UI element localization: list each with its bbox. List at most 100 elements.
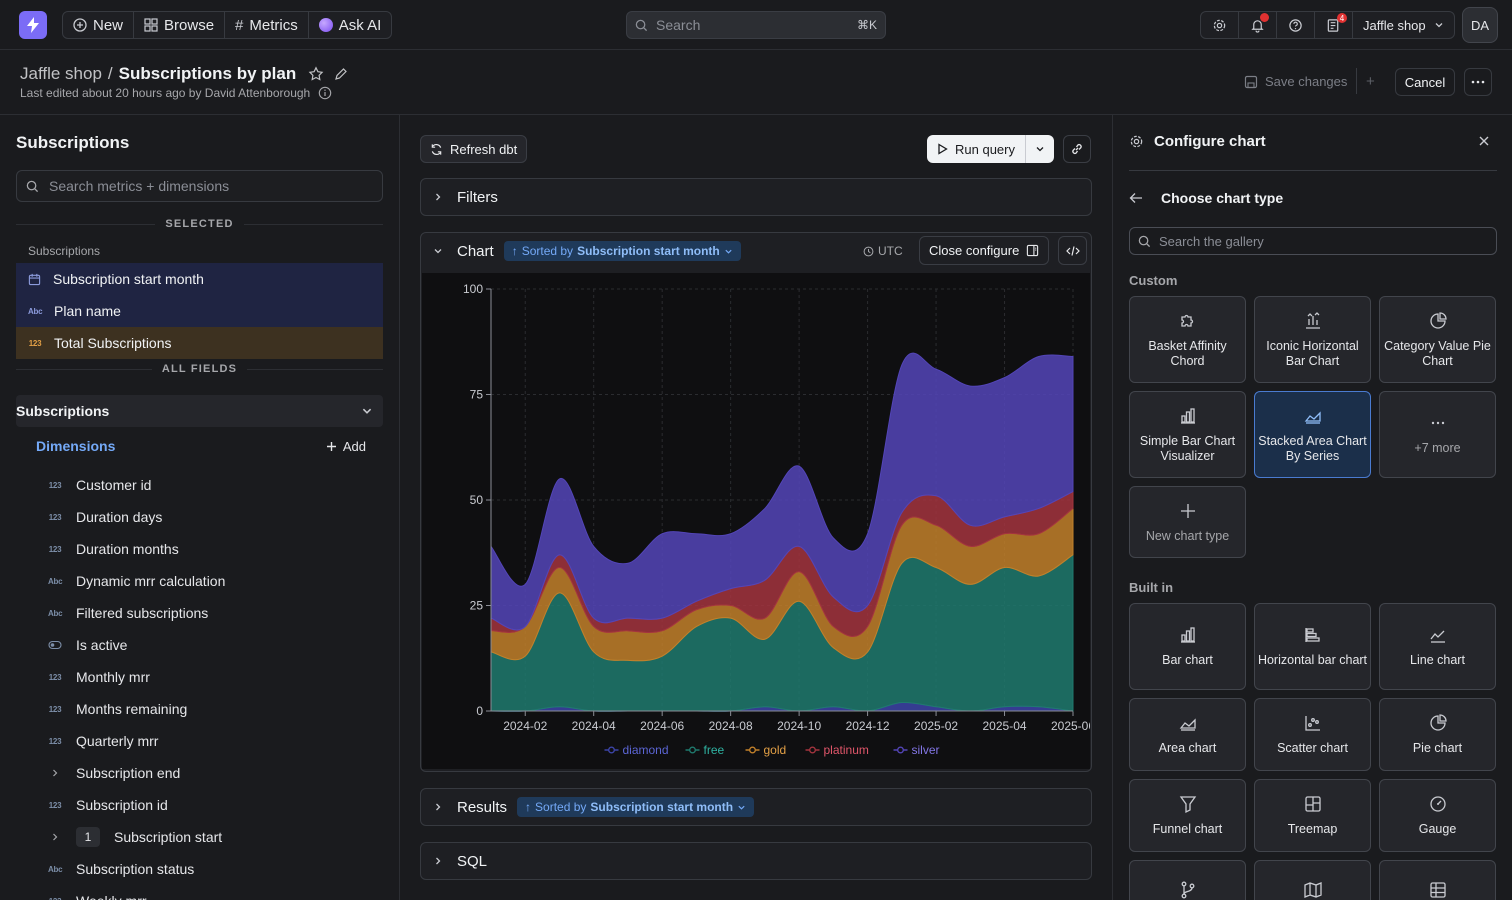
- chart-type-card[interactable]: Pie chart: [1379, 698, 1496, 771]
- chart-type-card[interactable]: Scatter chart: [1254, 698, 1371, 771]
- chart-type-card[interactable]: [1129, 860, 1246, 900]
- chart-type-card[interactable]: Iconic Horizontal Bar Chart: [1254, 296, 1371, 383]
- news-badge: 4: [1337, 13, 1347, 23]
- gear-icon: [1213, 19, 1226, 31]
- dimension-label: Duration months: [76, 541, 179, 557]
- chart-type-card[interactable]: Area chart: [1129, 698, 1246, 771]
- browse-label: Browse: [164, 16, 215, 34]
- table-group-subscriptions[interactable]: Subscriptions: [16, 395, 383, 427]
- stacked-area-chart[interactable]: 0 25 50 75 100 2024-02 2024-04 2024-06 2024-08 20…: [422, 273, 1090, 769]
- filters-header[interactable]: Filters: [421, 179, 1091, 215]
- dimension-item[interactable]: 1 Subscription start: [48, 821, 378, 853]
- app-logo-icon[interactable]: [19, 11, 47, 39]
- dimension-label: Weekly mrr: [76, 893, 147, 900]
- configure-chart-title: Configure chart: [1154, 133, 1266, 150]
- dimension-item[interactable]: Abc Subscription status: [48, 853, 378, 885]
- chart-type-card[interactable]: Basket Affinity Chord: [1129, 296, 1246, 383]
- ask-ai-button[interactable]: Ask AI: [309, 12, 392, 38]
- builtin-section-label: Built in: [1129, 580, 1174, 595]
- dimension-label: Subscription id: [76, 797, 168, 813]
- chart-type-card[interactable]: Gauge: [1379, 779, 1496, 852]
- chevron-down-icon: [738, 805, 745, 810]
- selected-field-subscription-start-month[interactable]: Subscription start month: [16, 263, 383, 295]
- dimension-item[interactable]: 123 Quarterly mrr: [48, 725, 378, 757]
- chart-type-card[interactable]: +7 more: [1379, 391, 1496, 478]
- global-search-input[interactable]: Search ⌘K: [626, 11, 886, 39]
- pie-icon: [1429, 714, 1447, 731]
- chart-type-card[interactable]: Horizontal bar chart: [1254, 603, 1371, 690]
- dimension-item[interactable]: Abc Dynamic mrr calculation: [48, 565, 378, 597]
- dimension-item[interactable]: Is active: [48, 629, 378, 661]
- cancel-button[interactable]: Cancel: [1395, 68, 1455, 96]
- gallery-search-input[interactable]: Search the gallery: [1129, 227, 1497, 255]
- chart-type-card[interactable]: Stacked Area Chart By Series: [1254, 391, 1371, 478]
- sql-header[interactable]: SQL: [421, 843, 1091, 879]
- info-icon[interactable]: [318, 86, 332, 100]
- breadcrumb-project[interactable]: Jaffle shop: [20, 64, 102, 83]
- dimension-item[interactable]: 123 Customer id: [48, 469, 378, 501]
- chart-sort-pill[interactable]: ↑ Sorted by Subscription start month: [503, 241, 741, 261]
- close-configure-button[interactable]: Close configure: [919, 236, 1050, 265]
- new-button[interactable]: New: [63, 12, 135, 38]
- chart-type-card[interactable]: Category Value Pie Chart: [1379, 296, 1496, 383]
- results-sort-pill[interactable]: ↑ Sorted by Subscription start month: [517, 797, 755, 817]
- dimension-item[interactable]: 123 Subscription id: [48, 789, 378, 821]
- y-tick-label: 0: [476, 704, 483, 718]
- code-view-button[interactable]: [1058, 236, 1087, 265]
- search-shortcut: ⌘K: [856, 18, 877, 32]
- chevron-down-icon[interactable]: [433, 246, 443, 256]
- close-icon[interactable]: [1477, 134, 1491, 148]
- chart-type-card[interactable]: Line chart: [1379, 603, 1496, 690]
- settings-button[interactable]: [1201, 12, 1239, 38]
- dimension-item[interactable]: 123 Duration days: [48, 501, 378, 533]
- gallery-search-placeholder: Search the gallery: [1159, 233, 1264, 249]
- results-header[interactable]: Results ↑ Sorted by Subscription start m…: [421, 789, 1091, 825]
- project-switcher[interactable]: Jaffle shop: [1353, 12, 1454, 38]
- timezone-indicator[interactable]: UTC: [863, 244, 903, 258]
- number-type-icon: 123: [48, 704, 62, 714]
- browse-button[interactable]: Browse: [134, 12, 226, 38]
- dimensions-label[interactable]: Dimensions: [36, 438, 116, 454]
- share-link-button[interactable]: [1063, 135, 1091, 163]
- selected-count-badge: 1: [76, 827, 100, 847]
- add-tile-icon[interactable]: +: [1366, 73, 1375, 90]
- add-dimension-button[interactable]: Add: [326, 439, 366, 454]
- run-query-options-button[interactable]: [1026, 135, 1054, 163]
- whats-new-button[interactable]: 4: [1315, 12, 1353, 38]
- chart-type-card[interactable]: Simple Bar Chart Visualizer: [1129, 391, 1246, 478]
- run-query-button[interactable]: Run query: [927, 135, 1026, 163]
- field-search-input[interactable]: Search metrics + dimensions: [16, 170, 383, 202]
- sort-field: Subscription start month: [590, 800, 734, 814]
- dimension-item[interactable]: 123 Months remaining: [48, 693, 378, 725]
- selected-field-total-subscriptions[interactable]: 123 Total Subscriptions: [16, 327, 383, 359]
- help-button[interactable]: [1277, 12, 1315, 38]
- dimension-item[interactable]: 123 Duration months: [48, 533, 378, 565]
- user-avatar[interactable]: DA: [1462, 7, 1498, 43]
- save-changes-button[interactable]: Save changes: [1244, 74, 1347, 89]
- dimension-item[interactable]: Abc Filtered subscriptions: [48, 597, 378, 629]
- refresh-dbt-button[interactable]: Refresh dbt: [420, 135, 528, 163]
- chart-type-card[interactable]: New chart type: [1129, 486, 1246, 558]
- pencil-icon[interactable]: [334, 67, 348, 81]
- star-icon[interactable]: [308, 66, 324, 82]
- explorer-main: Refresh dbt Run query Filters Chart ↑ So…: [400, 115, 1112, 900]
- chart-canvas[interactable]: 0 25 50 75 100 2024-02 2024-04 2024-06 2024-08 20…: [422, 273, 1090, 769]
- chart-type-label: Bar chart: [1162, 653, 1213, 667]
- dimension-label: Duration days: [76, 509, 163, 525]
- selected-field-plan-name[interactable]: Abc Plan name: [16, 295, 383, 327]
- dimension-item[interactable]: Subscription end: [48, 757, 378, 789]
- dimension-item[interactable]: 123 Weekly mrr: [48, 885, 378, 900]
- chart-type-card[interactable]: [1254, 860, 1371, 900]
- chart-type-card[interactable]: [1379, 860, 1496, 900]
- chart-type-card[interactable]: Treemap: [1254, 779, 1371, 852]
- chart-type-card[interactable]: Bar chart: [1129, 603, 1246, 690]
- dimension-item[interactable]: 123 Monthly mrr: [48, 661, 378, 693]
- chart-type-label: Horizontal bar chart: [1257, 653, 1368, 667]
- metrics-button[interactable]: # Metrics: [225, 12, 309, 38]
- arrow-left-icon[interactable]: [1129, 192, 1143, 204]
- chart-type-card[interactable]: Funnel chart: [1129, 779, 1246, 852]
- more-options-button[interactable]: [1464, 68, 1492, 96]
- plus-icon: [326, 441, 336, 451]
- breadcrumb-separator: /: [107, 64, 113, 83]
- notifications-button[interactable]: [1239, 12, 1277, 38]
